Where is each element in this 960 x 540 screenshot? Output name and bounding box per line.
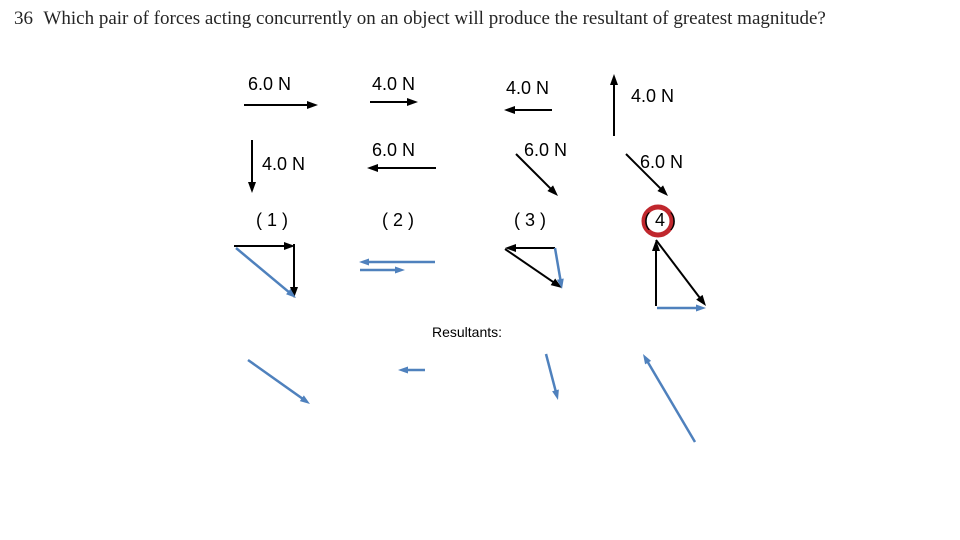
o2-option-label: ( 2 ) xyxy=(382,210,414,231)
o4-force-a-label: 4.0 N xyxy=(631,86,674,107)
o1-option-label: ( 1 ) xyxy=(256,210,288,231)
o3-force-a-label: 4.0 N xyxy=(506,78,549,99)
o1-htt-2 xyxy=(236,248,296,298)
o4-force-b-label: 6.0 N xyxy=(640,152,683,173)
o4-force-a-arrow xyxy=(610,74,618,136)
o1-force-a-label: 6.0 N xyxy=(248,74,291,95)
vector-canvas xyxy=(0,0,960,540)
o3-force-a-arrow xyxy=(504,106,552,114)
o1-force-b-label: 4.0 N xyxy=(262,154,305,175)
resultants-label: Resultants: xyxy=(432,324,502,340)
o2-force-a-arrow xyxy=(370,98,418,106)
o2-force-b-label: 6.0 N xyxy=(372,140,415,161)
o4-htt-0 xyxy=(652,240,660,306)
o2-htt-1 xyxy=(360,267,405,274)
o2-force-b-arrow xyxy=(367,164,436,172)
o1-force-b-arrow xyxy=(248,140,256,193)
o2-htt-0 xyxy=(359,259,435,266)
o4-resultant-arrow xyxy=(643,354,695,442)
o2-resultant-arrow xyxy=(398,367,425,374)
o3-force-b-label: 6.0 N xyxy=(524,140,567,161)
o1-htt-1 xyxy=(290,244,298,298)
o4-option-label: ( 4 ) xyxy=(644,210,676,231)
o3-resultant-arrow xyxy=(546,354,559,400)
o2-force-a-label: 4.0 N xyxy=(372,74,415,95)
o4-htt-2 xyxy=(657,305,706,312)
o4-htt-1 xyxy=(656,240,706,306)
o1-htt-0 xyxy=(234,242,295,250)
o3-htt-1 xyxy=(505,249,562,288)
o1-force-a-arrow xyxy=(244,101,318,109)
o3-htt-0 xyxy=(505,244,555,252)
o1-resultant-arrow xyxy=(248,360,310,404)
o3-option-label: ( 3 ) xyxy=(514,210,546,231)
